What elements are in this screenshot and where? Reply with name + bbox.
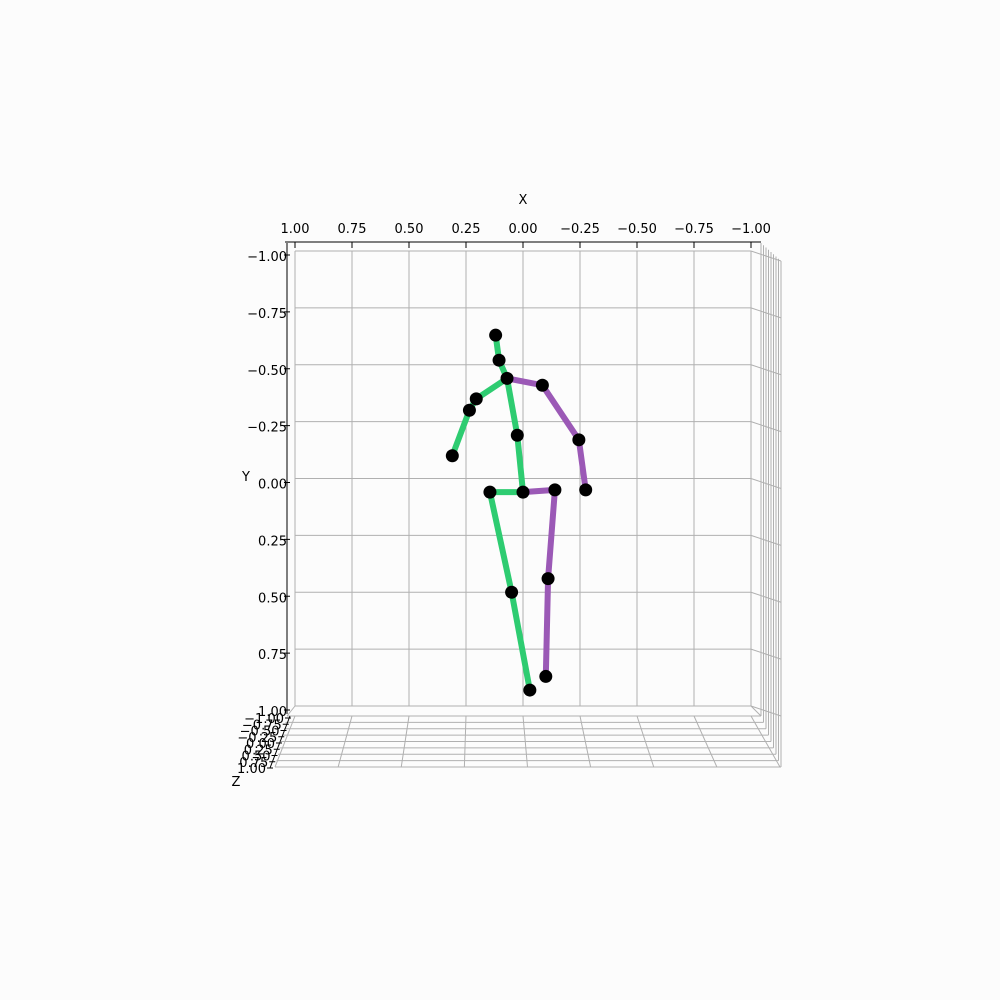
z-tick-label: −0.50 — [240, 725, 280, 740]
floor-grid-line-x — [522, 715, 528, 768]
joint-marker — [535, 378, 549, 392]
joint-marker — [500, 371, 514, 385]
z-tick-label: −1.00 — [244, 712, 284, 727]
z-tick-label: 0.25 — [244, 743, 273, 758]
floor-grid-line-x — [463, 715, 467, 768]
y-tick-label: 0.00 — [258, 478, 287, 493]
x-tick-label: 0.00 — [509, 222, 538, 237]
z-tick-label: 0.75 — [239, 756, 268, 771]
joint-marker — [492, 353, 506, 367]
joint-marker — [469, 392, 483, 406]
y-tick-label: −1.00 — [247, 250, 287, 265]
bone-right — [575, 436, 589, 493]
joint-marker — [505, 585, 519, 599]
z-tick-label: 0.00 — [246, 737, 275, 752]
z-tick-label: −0.25 — [237, 731, 277, 746]
floor-grid-line-x — [636, 715, 655, 768]
floor-grid-line-x — [400, 715, 410, 768]
z-axis-label: Z — [232, 775, 241, 790]
x-tick-label: 0.50 — [395, 222, 424, 237]
floor-grid-line-x — [693, 715, 718, 768]
skeleton-joints — [445, 328, 593, 697]
joint-marker — [510, 428, 524, 442]
x-axis-label: X — [519, 193, 528, 208]
z-tick-label: 1.00 — [237, 762, 266, 777]
floor-grid-line-x — [337, 715, 353, 768]
y-tick-label: 0.50 — [258, 591, 287, 606]
joint-marker — [462, 403, 476, 417]
bone-left — [486, 489, 515, 596]
x-tick-label: 1.00 — [281, 222, 310, 237]
bone-left — [508, 589, 533, 694]
floor-grid-line-x — [274, 715, 296, 768]
z-tick-label: −0.75 — [242, 718, 282, 733]
joint-marker — [483, 485, 497, 499]
joint-marker — [548, 483, 562, 497]
y-tick-label: −0.75 — [247, 307, 287, 322]
floor-grid-line-x — [579, 715, 592, 768]
joint-marker — [541, 572, 555, 586]
bone-right — [542, 575, 552, 680]
x-tick-label: 0.25 — [452, 222, 481, 237]
floor-grid-line-x — [750, 715, 781, 768]
joint-marker — [523, 683, 537, 697]
x-tick-label: 0.75 — [338, 222, 367, 237]
floor-edge-left — [286, 705, 296, 717]
joint-marker — [539, 669, 553, 683]
joint-marker — [572, 433, 586, 447]
x-tick-label: −0.50 — [617, 222, 657, 237]
y-tick-label: −0.50 — [247, 364, 287, 379]
bone-left — [504, 375, 521, 439]
bone-right — [545, 486, 558, 582]
joint-marker — [579, 483, 593, 497]
y-tick-label: 0.25 — [258, 534, 287, 549]
axes-layer: 1.00 0.75 0.50 0.25 0.00 −0.25 −0.50 −0.75 −1.00… — [232, 222, 771, 790]
joint-marker — [516, 485, 530, 499]
y-tick-label: −0.25 — [247, 421, 287, 436]
x-tick-label: −0.75 — [674, 222, 714, 237]
bone-left — [449, 407, 473, 459]
floor-edge-right — [750, 705, 762, 717]
y-tick-label: 0.75 — [258, 648, 287, 663]
joint-marker — [445, 449, 459, 463]
y-tick-label: 1.00 — [258, 705, 287, 720]
joint-marker — [489, 328, 503, 342]
y-axis-label: Y — [241, 470, 250, 485]
z-tick-label: 0.50 — [242, 750, 271, 765]
x-tick-label: −1.00 — [731, 222, 771, 237]
bone-left — [514, 432, 526, 496]
skeleton-bones — [449, 332, 589, 694]
bone-right — [539, 382, 582, 443]
x-tick-label: −0.25 — [560, 222, 600, 237]
